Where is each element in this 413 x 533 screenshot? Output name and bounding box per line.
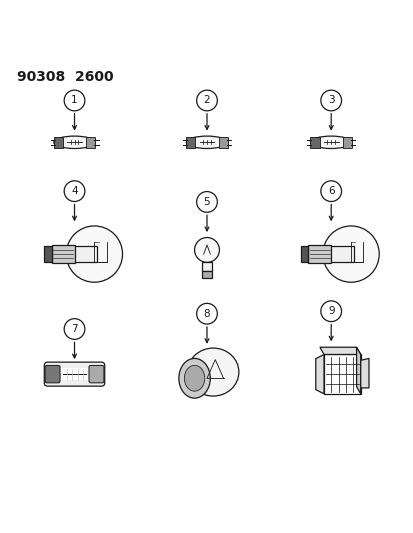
- Text: 5: 5: [203, 197, 210, 207]
- Bar: [54, 136, 63, 148]
- Bar: [310, 136, 319, 148]
- Ellipse shape: [178, 358, 210, 398]
- Text: 2: 2: [203, 95, 210, 106]
- FancyBboxPatch shape: [89, 366, 104, 383]
- Bar: [328, 246, 353, 262]
- Circle shape: [64, 90, 85, 111]
- Bar: [186, 136, 195, 148]
- Circle shape: [66, 226, 122, 282]
- Circle shape: [320, 90, 341, 111]
- Bar: [86, 136, 95, 148]
- Circle shape: [196, 191, 217, 212]
- Ellipse shape: [187, 348, 238, 396]
- Text: 3: 3: [327, 95, 334, 106]
- Bar: [61, 368, 88, 380]
- Text: 7: 7: [71, 324, 78, 334]
- Text: 6: 6: [327, 186, 334, 196]
- Bar: [44, 246, 52, 262]
- Ellipse shape: [184, 365, 204, 391]
- Text: 4: 4: [71, 186, 78, 196]
- Circle shape: [196, 303, 217, 324]
- Polygon shape: [356, 347, 360, 394]
- Circle shape: [64, 181, 85, 201]
- Bar: [52, 245, 74, 263]
- Circle shape: [196, 90, 217, 111]
- Circle shape: [194, 238, 219, 262]
- Ellipse shape: [54, 136, 95, 149]
- Circle shape: [320, 301, 341, 321]
- Text: 9: 9: [327, 306, 334, 316]
- Text: 8: 8: [203, 309, 210, 319]
- Circle shape: [322, 226, 378, 282]
- Bar: [72, 246, 97, 262]
- Bar: [218, 136, 227, 148]
- Text: 90308  2600: 90308 2600: [17, 70, 113, 84]
- Polygon shape: [319, 347, 360, 354]
- Bar: [308, 245, 330, 263]
- Circle shape: [320, 181, 341, 201]
- Circle shape: [64, 319, 85, 340]
- FancyBboxPatch shape: [44, 362, 104, 386]
- Polygon shape: [323, 354, 360, 394]
- Bar: [342, 136, 351, 148]
- Bar: [300, 246, 308, 262]
- Polygon shape: [360, 358, 368, 388]
- Polygon shape: [315, 354, 323, 394]
- Bar: [202, 262, 211, 271]
- Ellipse shape: [186, 136, 227, 149]
- Text: 1: 1: [71, 95, 78, 106]
- FancyBboxPatch shape: [45, 366, 60, 383]
- Bar: [201, 271, 212, 278]
- Ellipse shape: [310, 136, 351, 149]
